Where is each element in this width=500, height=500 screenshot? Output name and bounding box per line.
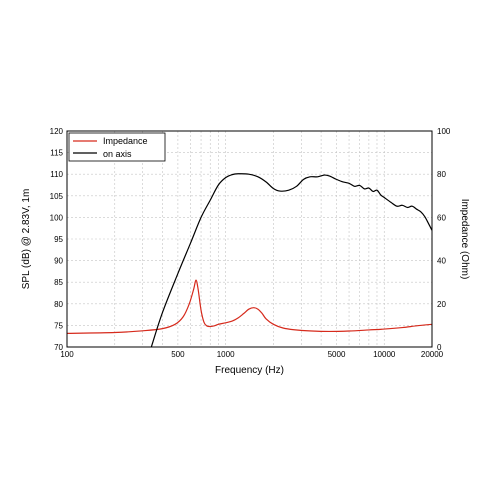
y-right-tick-label: 40 — [437, 257, 446, 266]
y-left-tick-label: 80 — [54, 300, 63, 309]
x-tick-label: 500 — [171, 350, 185, 359]
y-left-tick-label: 90 — [54, 257, 63, 266]
legend-label-on-axis: on axis — [103, 149, 132, 159]
y-left-tick-label: 105 — [50, 192, 64, 201]
y-right-tick-label: 20 — [437, 300, 446, 309]
y-left-tick-label: 120 — [50, 127, 64, 136]
data-series — [67, 173, 432, 347]
x-axis-label: Frequency (Hz) — [215, 365, 284, 376]
tick-labels: 100 500 1000 5000 10000 200007075808590951001… — [50, 127, 451, 359]
y-left-tick-label: 115 — [50, 149, 63, 158]
y-right-tick-label: 80 — [437, 170, 446, 179]
y-right-tick-label: 60 — [437, 213, 446, 222]
y-right-tick-label: 100 — [437, 127, 451, 136]
y-left-tick-label: 95 — [54, 235, 63, 244]
y-left-tick-label: 70 — [54, 343, 63, 352]
legend-label-impedance: Impedance — [103, 136, 148, 146]
x-tick-label: 1000 — [217, 350, 235, 359]
grid-lines — [67, 131, 432, 347]
y-axis-right-label: Impedance (Ohm) — [459, 199, 470, 280]
x-tick-label: 100 — [60, 350, 74, 359]
series-line-impedance — [67, 279, 432, 334]
x-tick-label: 20000 — [421, 350, 444, 359]
y-left-tick-label: 75 — [54, 321, 63, 330]
y-left-tick-label: 85 — [54, 278, 63, 287]
legend: Impedance on axis — [68, 132, 166, 162]
x-tick-label: 5000 — [328, 350, 346, 359]
x-tick-label: 10000 — [373, 350, 396, 359]
legend-box — [68, 132, 166, 162]
y-axis-left-label: SPL (dB) @ 2.83V, 1m — [21, 189, 32, 290]
y-right-tick-label: 0 — [437, 343, 442, 352]
series-line-on-axis — [150, 173, 432, 347]
y-left-tick-label: 100 — [50, 213, 64, 222]
plot-frame — [66, 130, 433, 348]
y-left-tick-label: 110 — [50, 170, 63, 179]
